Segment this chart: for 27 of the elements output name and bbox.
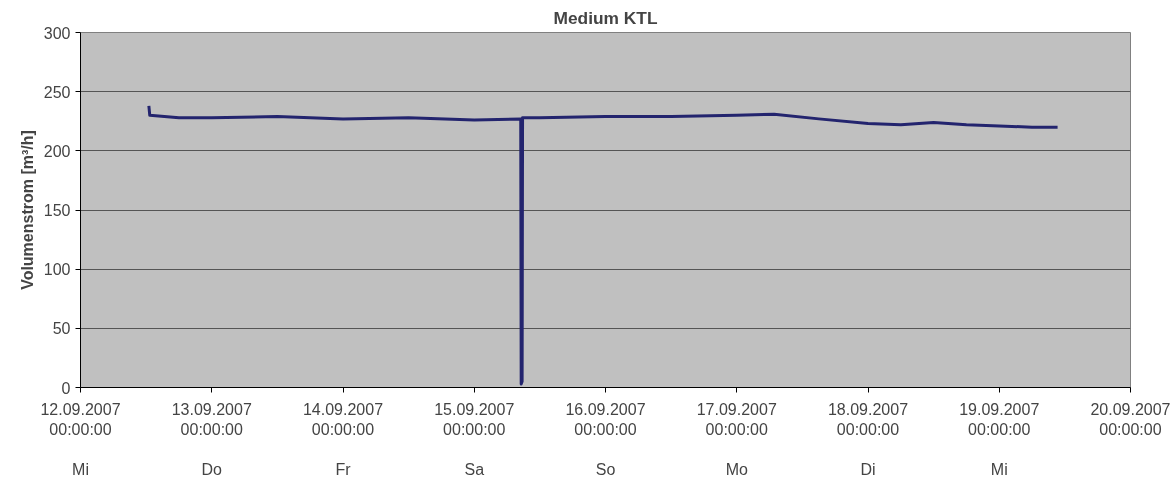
text: Mi [72, 460, 89, 478]
y-tick-label: 0 [61, 379, 71, 397]
x-tick-label: 16.09.2007 00:00:00 [565, 400, 646, 438]
y-tick-label: 300 [43, 24, 71, 42]
x-tick-label: 20.09.2007 00:00:00 [1090, 400, 1171, 438]
x-tick-label: 17.09.2007 00:00:00 [696, 400, 777, 438]
text: So [595, 460, 616, 478]
x-tick-label: 13.09.2007 00:00:00 [171, 400, 252, 438]
text: Sa [464, 460, 485, 478]
y-tick-label: 250 [43, 83, 71, 101]
text: Fr [335, 460, 352, 478]
text: Mi [990, 460, 1008, 478]
x-tick-label: 19.09.2007 00:00:00 [959, 400, 1040, 438]
y-tick-label: 200 [43, 142, 71, 160]
y-axis-title: Volumenstrom [m³/h] [18, 130, 36, 290]
y-tick-label: 50 [52, 320, 71, 338]
x-tick-label: 14.09.2007 00:00:00 [302, 400, 384, 438]
x-tick-label: 12.09.2007 00:00:00 [40, 400, 121, 438]
x-tick-label: 18.09.2007 00:00:00 [827, 400, 909, 438]
text: Di [860, 460, 876, 478]
text: Mo [725, 460, 748, 478]
y-tick-label: 100 [43, 261, 71, 279]
chart-title: Medium KTL [553, 7, 658, 28]
y-tick-label: 150 [43, 202, 71, 219]
x-tick-label: 15.09.2007 00:00:00 [434, 400, 515, 438]
line-series [147, 104, 1060, 386]
text: Do [201, 460, 223, 478]
